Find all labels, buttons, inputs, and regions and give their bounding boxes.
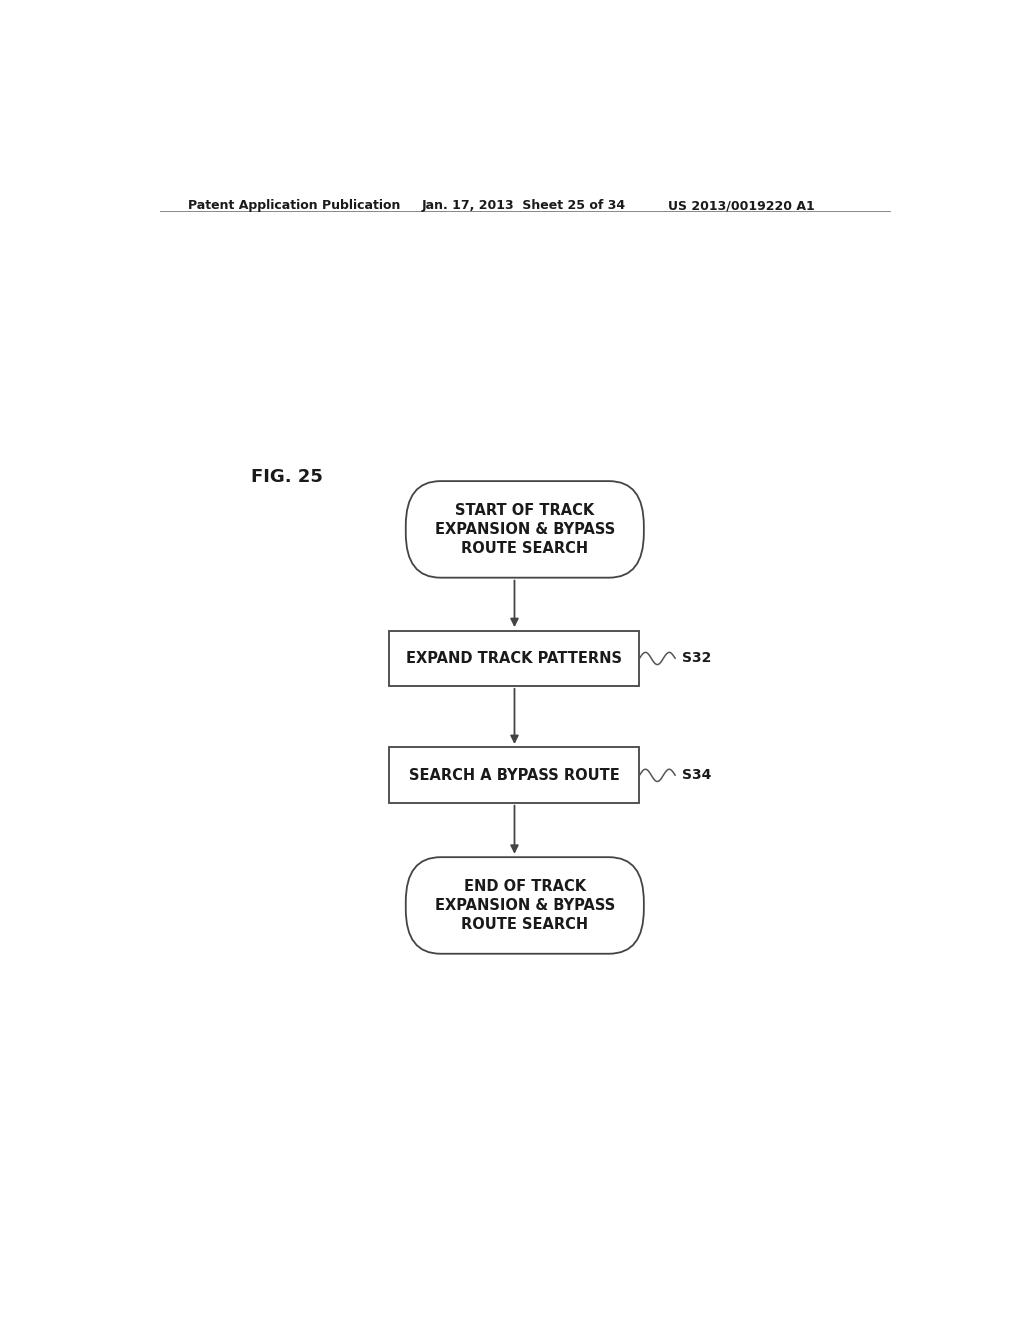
Text: END OF TRACK
EXPANSION & BYPASS
ROUTE SEARCH: END OF TRACK EXPANSION & BYPASS ROUTE SE… [434, 879, 615, 932]
Bar [389, 747, 639, 804]
Text: FIG. 25: FIG. 25 [251, 469, 323, 486]
Text: EXPAND TRACK PATTERNS: EXPAND TRACK PATTERNS [407, 651, 623, 667]
Text: SEARCH A BYPASS ROUTE: SEARCH A BYPASS ROUTE [410, 768, 620, 783]
Text: START OF TRACK
EXPANSION & BYPASS
ROUTE SEARCH: START OF TRACK EXPANSION & BYPASS ROUTE … [434, 503, 615, 556]
Text: S34: S34 [682, 768, 711, 783]
Text: S32: S32 [682, 652, 711, 665]
FancyBboxPatch shape [406, 480, 644, 578]
FancyBboxPatch shape [406, 857, 644, 954]
Text: Jan. 17, 2013  Sheet 25 of 34: Jan. 17, 2013 Sheet 25 of 34 [422, 199, 626, 213]
Bar [389, 631, 639, 686]
Text: Patent Application Publication: Patent Application Publication [187, 199, 400, 213]
Text: US 2013/0019220 A1: US 2013/0019220 A1 [668, 199, 814, 213]
